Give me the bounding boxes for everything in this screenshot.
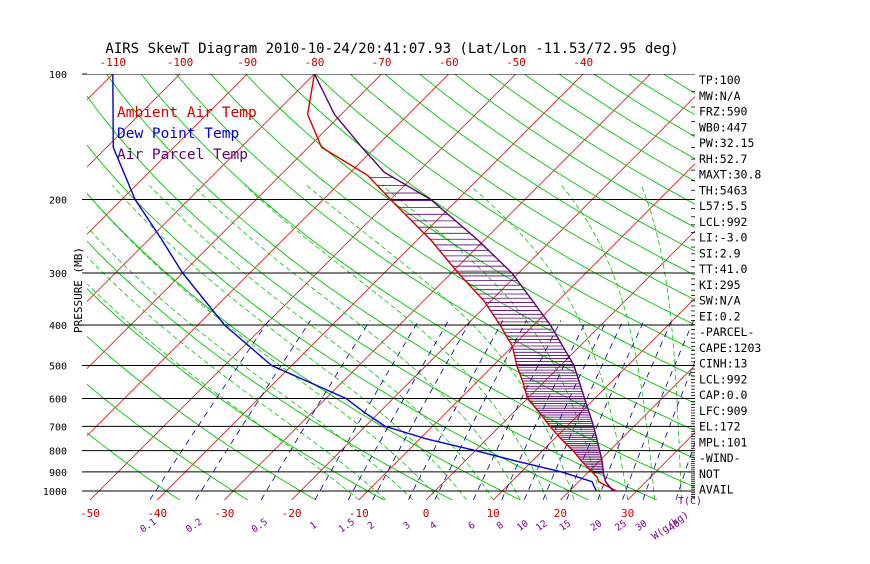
- bottom-temperature-label: -50: [80, 507, 100, 520]
- stability-index: KI:295: [699, 278, 741, 292]
- stability-index: TP:100: [699, 73, 741, 87]
- stability-index: EL:172: [699, 420, 741, 434]
- mixing-ratio-line: [623, 321, 694, 500]
- mixing-ratio-label: 6: [466, 520, 477, 532]
- stability-index: L57:5.5: [699, 199, 747, 213]
- bottom-temperature-label: 30: [621, 507, 634, 520]
- mixing-ratio-unit-label: W(g/kg): [650, 509, 691, 542]
- pressure-tick-label: 300: [49, 269, 67, 280]
- mixing-ratio-label: 0.2: [184, 517, 204, 536]
- stability-index: CINH:13: [699, 357, 748, 371]
- mixing-ratio-label: 0.5: [250, 517, 270, 536]
- bottom-temperature-label: -30: [214, 507, 234, 520]
- bottom-temperature-label: -10: [349, 507, 369, 520]
- dry-adiabat-line: [667, 34, 870, 509]
- mixing-ratio-label: 10: [515, 518, 531, 534]
- stability-index: SW:N/A: [699, 294, 741, 308]
- isotherm-line: [216, 34, 691, 509]
- bottom-temperature-label: 0: [423, 507, 430, 520]
- stability-index: FRZ:590: [699, 105, 748, 119]
- dry-adiabat-line: [373, 34, 870, 509]
- top-temperature-label: -100: [167, 56, 194, 69]
- isotherm-line: [0, 34, 19, 509]
- series-ambient-air-temp-line: [308, 74, 617, 491]
- chart-title: AIRS SkewT Diagram 2010-10-24/20:41:07.9…: [105, 41, 678, 57]
- stability-index: MPL:101: [699, 435, 748, 449]
- stability-index: TH:5463: [699, 183, 748, 197]
- stability-index: AVAIL: [699, 483, 734, 497]
- pressure-tick-label: 500: [49, 361, 67, 372]
- moist-adiabat-line: [150, 185, 494, 499]
- mixing-ratio-label: 15: [557, 518, 573, 534]
- mixing-ratio-label: 2: [366, 520, 377, 532]
- legend: Ambient Air Temp Dew Point Temp Air Parcel…: [117, 105, 257, 163]
- mixing-ratio-line: [409, 321, 503, 500]
- mixing-ratio-label: 30: [634, 518, 650, 534]
- stability-index: CAP:0.0: [699, 388, 748, 402]
- moist-adiabat-line: [52, 185, 413, 499]
- stability-index: PW:32.15: [699, 136, 754, 150]
- pressure-tick-label: 600: [49, 394, 67, 405]
- mixing-ratio-label: 1: [308, 520, 319, 532]
- stability-index: CAPE:1203: [699, 341, 761, 355]
- dry-adiabat-line: [14, 34, 606, 509]
- mixing-ratio-line: [348, 321, 448, 500]
- mixing-ratio-line: [196, 321, 311, 500]
- pressure-tick-label: 100: [49, 70, 67, 81]
- stability-index: TT:41.0: [699, 262, 748, 276]
- stability-index: SI:2.9: [699, 246, 741, 260]
- pressure-tick-label: 200: [49, 196, 67, 207]
- mixing-ratio-label: 4: [428, 520, 439, 532]
- y-axis-label: PRESSURE (MB): [72, 247, 85, 333]
- bottom-temperature-label: -20: [282, 507, 302, 520]
- top-temperature-label: -90: [237, 56, 257, 69]
- pressure-tick-label: 900: [49, 468, 67, 479]
- bottom-temperature-label: 20: [554, 507, 567, 520]
- pressure-tick-label: 800: [49, 447, 67, 458]
- stability-index: LCL:992: [699, 372, 747, 386]
- top-temperature-label: -110: [100, 56, 127, 69]
- pressure-tick-label: 400: [49, 321, 67, 332]
- stability-index: WB0:447: [699, 120, 748, 134]
- mixing-ratio-label: 20: [589, 518, 605, 534]
- top-temperature-label: -60: [439, 56, 459, 69]
- top-temperature-label: -40: [573, 56, 593, 69]
- top-temperature-label: -50: [506, 56, 526, 69]
- top-temperature-label: -80: [304, 56, 324, 69]
- stability-index: -WIND-: [699, 451, 741, 465]
- mixing-ratio-label: 3: [402, 520, 413, 532]
- mixing-ratio-label: 25: [613, 518, 629, 534]
- bottom-temperature-label: 10: [487, 507, 500, 520]
- stability-index: LI:-3.0: [699, 231, 748, 245]
- dry-adiabat-line: [276, 34, 870, 509]
- moist-adiabat-line: [80, 185, 440, 499]
- stability-index: -PARCEL-: [699, 325, 754, 339]
- stability-index: NOT: [699, 467, 720, 481]
- moist-adiabat-line: [193, 185, 520, 499]
- mixing-ratio-label: 12: [534, 518, 550, 534]
- pressure-tick-label: 1000: [43, 487, 67, 498]
- pressure-tick-label: 700: [49, 422, 67, 433]
- mixing-ratio-label: 8: [495, 520, 506, 532]
- stability-index: MAXT:30.8: [699, 168, 761, 182]
- stability-index: LFC:909: [699, 404, 748, 418]
- dry-adiabat-line: [635, 34, 870, 509]
- stability-index: EI:0.2: [699, 309, 741, 323]
- mixing-ratio-line: [373, 321, 471, 500]
- legend-dew-point-temp: Dew Point Temp: [117, 126, 239, 142]
- legend-ambient-air-temp: Ambient Air Temp: [117, 105, 257, 121]
- stability-index: MW:N/A: [699, 89, 741, 103]
- temperature-unit-label: T(C): [678, 496, 702, 507]
- legend-air-parcel-temp: Air Parcel Temp: [117, 147, 248, 163]
- stability-index: RH:52.7: [699, 152, 748, 166]
- dry-adiabat-line: [308, 34, 870, 509]
- stability-index: LCL:992: [699, 215, 747, 229]
- top-temperature-label: -70: [372, 56, 392, 69]
- moist-adiabat-line: [26, 185, 386, 499]
- isotherm-line: [754, 34, 870, 509]
